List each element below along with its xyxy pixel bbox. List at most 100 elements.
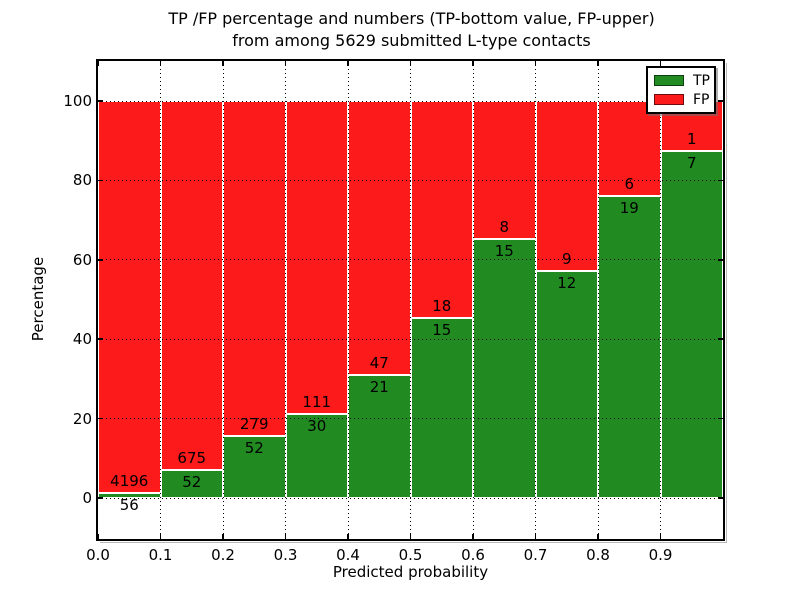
x-tick-label: 0.1 [148, 546, 173, 564]
y-tick-mark [98, 179, 103, 182]
fp-count-label: 18 [432, 296, 452, 315]
tp-count-label: 21 [369, 378, 389, 397]
bar-segment-tp [223, 435, 286, 498]
x-tick-mark [659, 534, 662, 539]
v-gridline [472, 61, 474, 539]
fp-count-label: 8 [499, 218, 510, 237]
y-tick-label: 100 [63, 92, 92, 110]
bar-segment-fp [535, 101, 598, 272]
v-gridline [597, 61, 599, 539]
bar-segment-tp [598, 196, 661, 498]
fp-count-label: 279 [239, 414, 269, 433]
bar-segment-fp [285, 101, 348, 414]
x-tick-label: 0.0 [86, 546, 110, 564]
bar-segment-fp [410, 101, 473, 318]
v-gridline [347, 61, 349, 539]
x-tick-mark [409, 61, 412, 66]
x-tick-label: 0.7 [523, 546, 548, 564]
bar-segment-tp [660, 150, 723, 498]
y-tick-mark [98, 497, 103, 499]
tp-count-label: 19 [619, 199, 639, 218]
x-tick-mark [222, 61, 224, 66]
x-tick-label: 0.6 [461, 546, 485, 564]
legend-label-tp: TP [693, 72, 710, 89]
tp-count-label: 30 [307, 416, 327, 435]
legend-item-tp: TP [648, 71, 714, 90]
legend-swatch-tp [654, 75, 684, 86]
tp-count-label: 15 [494, 242, 514, 261]
x-tick-mark [472, 534, 474, 539]
y-tick-mark [98, 100, 103, 102]
x-tick-label: 0.4 [336, 546, 360, 564]
tp-count-label: 52 [244, 438, 264, 457]
v-gridline [222, 61, 224, 539]
v-gridline [160, 61, 161, 539]
x-tick-mark [409, 534, 412, 539]
grid-layer [98, 61, 723, 539]
v-gridline [285, 61, 286, 539]
x-tick-mark [159, 534, 162, 539]
legend-item-fp: FP [648, 90, 714, 109]
x-tick-mark [97, 534, 99, 539]
frame-shadow-bottom [100, 542, 727, 543]
tp-count-label: 12 [557, 274, 577, 293]
fp-count-label: 675 [177, 448, 207, 467]
x-tick-mark [659, 61, 662, 66]
fp-count-label: 4196 [110, 471, 149, 490]
y-tick-label: 0 [82, 489, 92, 507]
x-tick-mark [347, 534, 349, 539]
y-tick-mark [718, 259, 723, 261]
plot-area: 4196 56 675 52 279 52 111 30 47 21 18 15 8 15 9 12 6 19 1 7… [96, 59, 725, 541]
bar-segment-fp [223, 101, 286, 436]
fp-count-label: 9 [561, 250, 572, 269]
chart-title-line1: TP /FP percentage and numbers (TP-bottom… [168, 9, 655, 28]
y-tick-label: 40 [72, 330, 92, 349]
y-tick-label: 80 [72, 171, 92, 190]
x-tick-mark [222, 534, 224, 539]
y-tick-label: 60 [72, 250, 92, 269]
y-tick-mark [718, 179, 723, 182]
x-tick-mark [597, 534, 599, 539]
fp-count-label: 1 [686, 129, 697, 148]
bar-segment-tp [285, 413, 348, 498]
x-tick-label: 0.8 [586, 546, 610, 564]
x-tick-mark [159, 61, 162, 66]
fp-count-label: 47 [369, 354, 389, 373]
chart-title-line2: from among 5629 submitted L-type contact… [232, 31, 591, 50]
bar-segment-fp [98, 101, 161, 493]
fp-count-label: 6 [624, 175, 635, 194]
y-tick-mark [718, 338, 723, 340]
y-tick-mark [718, 100, 723, 102]
fp-count-label: 111 [302, 392, 332, 411]
frame-shadow-right [726, 63, 727, 543]
x-tick-mark [284, 534, 287, 539]
y-axis-label: Percentage [29, 256, 47, 342]
x-tick-mark [534, 61, 537, 66]
x-tick-label: 0.5 [398, 546, 423, 564]
y-tick-mark [718, 497, 723, 499]
x-tick-label: 0.3 [273, 546, 298, 564]
v-gridline [410, 61, 411, 539]
x-tick-mark [284, 61, 287, 66]
bar-count-labels-layer: 4196 56 675 52 279 52 111 30 47 21 18 15 8 15 9 12 6 19 1 7 [98, 61, 723, 539]
x-axis-label: Predicted probability [332, 563, 489, 581]
y-tick-mark [98, 417, 103, 420]
x-tick-label: 0.2 [211, 546, 235, 564]
axis-ticks-layer [97, 61, 723, 539]
legend: TP FP [646, 66, 716, 114]
legend-label-fp: FP [693, 91, 710, 108]
tp-count-label: 7 [686, 153, 697, 172]
tp-count-label: 15 [432, 320, 452, 339]
x-tick-mark [97, 61, 99, 66]
tp-count-label: 56 [119, 495, 139, 514]
bar-segment-tp [535, 271, 598, 498]
legend-swatch-fp [654, 94, 684, 105]
v-gridline [660, 61, 661, 539]
bar-segment-tp [410, 317, 473, 498]
x-tick-mark [597, 61, 599, 66]
y-tick-label: 20 [72, 409, 92, 428]
y-tick-mark [718, 417, 723, 420]
tp-count-label: 52 [182, 472, 202, 491]
y-tick-mark [98, 338, 103, 340]
